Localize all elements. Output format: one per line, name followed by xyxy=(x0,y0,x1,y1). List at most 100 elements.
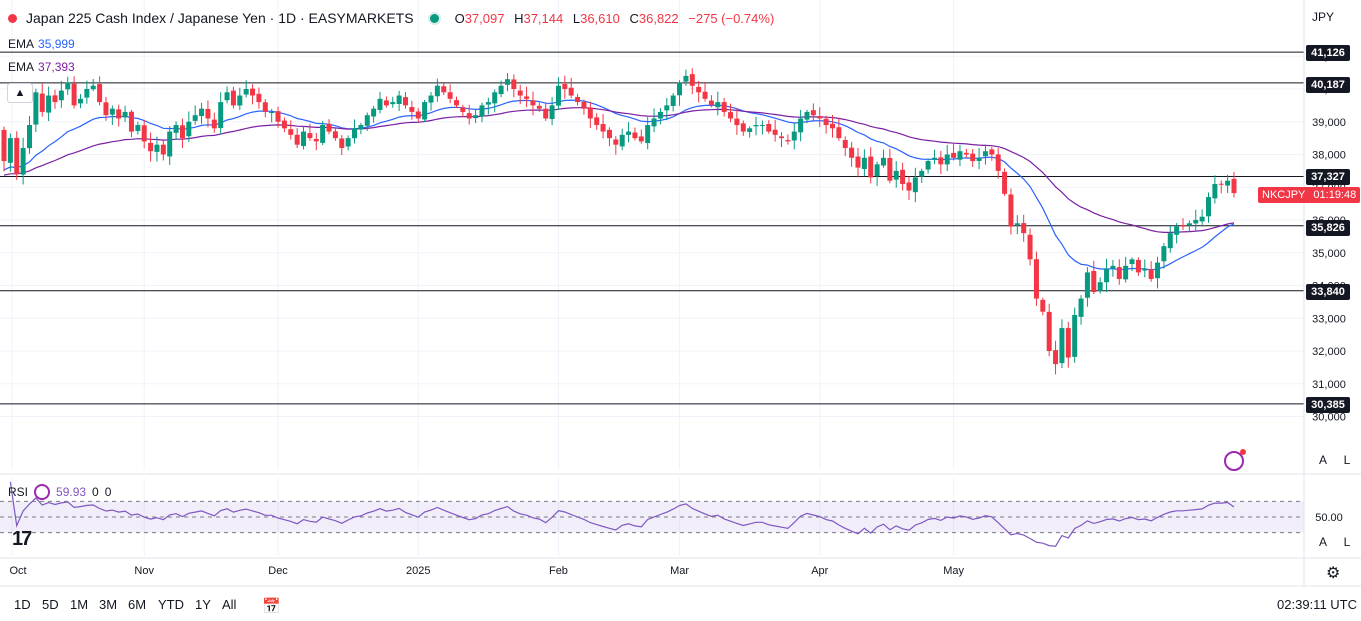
tradingview-logo[interactable]: 17 xyxy=(12,528,32,550)
chart-title[interactable]: Japan 225 Cash Index / Japanese Yen · 1D… xyxy=(26,10,414,26)
range-6m[interactable]: 6M xyxy=(128,597,147,612)
ema-slow-legend[interactable]: EMA 37,393 xyxy=(8,60,75,74)
candle-body xyxy=(747,128,753,132)
candle-body xyxy=(65,82,71,90)
candle-body xyxy=(613,139,619,145)
candle-body xyxy=(97,84,103,103)
candle-body xyxy=(332,131,338,139)
candle-body xyxy=(670,95,676,106)
alert-icon[interactable] xyxy=(1224,449,1246,471)
price-tick-label: 39,000 xyxy=(1312,117,1346,129)
candle-body xyxy=(90,85,96,90)
change-value: −275 (−0.74%) xyxy=(688,10,775,26)
candle-body xyxy=(645,125,651,144)
currency-selector[interactable]: JPY xyxy=(1312,10,1335,24)
rsi-band xyxy=(0,500,1304,534)
candle-body xyxy=(995,154,1001,171)
settings-gear-icon[interactable]: ⚙ xyxy=(1326,565,1341,582)
price-tick-label: 38,000 xyxy=(1312,150,1346,162)
candle-body xyxy=(1161,246,1167,262)
rsi-auto-scale-button[interactable]: A xyxy=(1318,535,1327,549)
candle-body xyxy=(1206,197,1212,217)
candle-body xyxy=(20,147,26,175)
rsi-log-scale-button[interactable]: L xyxy=(1343,535,1351,549)
candle-body xyxy=(256,93,262,103)
candle-body xyxy=(536,105,542,109)
candle-body xyxy=(1053,350,1059,365)
candle-body xyxy=(1231,178,1237,194)
candle-body xyxy=(1212,183,1218,199)
candle-body xyxy=(740,123,746,132)
candle-body xyxy=(963,152,969,155)
candle-body xyxy=(511,79,517,89)
candle-body xyxy=(179,125,185,139)
candle-body xyxy=(823,118,829,126)
price-tick-label: 32,000 xyxy=(1312,346,1346,358)
candle-body xyxy=(301,131,307,147)
candle-body xyxy=(1072,314,1078,357)
candle-body xyxy=(186,121,192,137)
candle-body xyxy=(1027,234,1033,260)
candle-body xyxy=(116,109,122,119)
candle-body xyxy=(498,85,504,95)
candle-body xyxy=(626,131,632,135)
candle-body xyxy=(1142,269,1148,271)
range-1d[interactable]: 1D xyxy=(14,597,31,612)
candle-body xyxy=(1148,269,1154,279)
candle-body xyxy=(861,157,867,169)
candle-body xyxy=(383,100,389,106)
candle-body xyxy=(1225,180,1231,186)
level-label: 35,826 xyxy=(1306,220,1350,236)
candle-body xyxy=(842,140,848,148)
candle-body xyxy=(148,142,154,152)
candle-body xyxy=(715,102,721,108)
candle-body xyxy=(1033,259,1039,299)
ema-lines xyxy=(3,99,1235,271)
candle-body xyxy=(396,95,402,104)
range-all[interactable]: All xyxy=(222,597,237,612)
log-scale-button[interactable]: L xyxy=(1343,453,1351,467)
candle-body xyxy=(951,152,957,158)
time-tick-label: 2025 xyxy=(406,565,430,577)
grid-lines xyxy=(0,0,1304,556)
candle-body xyxy=(638,136,644,142)
candle-body xyxy=(428,95,434,103)
candle-body xyxy=(1065,328,1071,358)
range-1y[interactable]: 1Y xyxy=(195,597,211,612)
rsi-legend[interactable]: RSI 59.93 0 0 xyxy=(8,484,112,500)
candle-body xyxy=(167,131,173,157)
candle-body xyxy=(600,124,606,132)
auto-scale-button[interactable]: A xyxy=(1318,453,1327,467)
candle-body xyxy=(109,108,115,115)
candle-body xyxy=(345,138,351,147)
candle-body xyxy=(26,125,32,149)
ema-fast-legend[interactable]: EMA 35,999 xyxy=(8,37,75,51)
level-label: 41,126 xyxy=(1306,45,1350,61)
range-1m[interactable]: 1M xyxy=(70,597,89,612)
candle-body xyxy=(689,74,695,86)
calendar-icon[interactable]: 📅 xyxy=(262,598,281,615)
rsi-settings-icon[interactable] xyxy=(34,484,51,500)
candle-body xyxy=(39,93,45,112)
candle-body xyxy=(664,105,670,111)
candle-body xyxy=(925,161,931,170)
candle-body xyxy=(326,123,332,132)
collapse-legend-button[interactable]: ▲ xyxy=(7,83,33,103)
candle-body xyxy=(371,108,377,117)
candle-body xyxy=(555,85,561,106)
range-ytd[interactable]: YTD xyxy=(158,597,184,612)
candle-body xyxy=(409,107,415,112)
candle-body xyxy=(1059,328,1065,364)
range-3m[interactable]: 3M xyxy=(99,597,118,612)
candle-body xyxy=(103,102,109,116)
candle-body xyxy=(734,118,740,126)
candle-body xyxy=(434,85,440,97)
candle-body xyxy=(307,133,313,139)
candle-body xyxy=(199,108,205,117)
candle-body xyxy=(1167,233,1173,249)
range-5d[interactable]: 5D xyxy=(42,597,59,612)
candle-body xyxy=(281,120,287,129)
candle-body xyxy=(957,151,963,160)
time-tick-label: Nov xyxy=(134,565,154,577)
